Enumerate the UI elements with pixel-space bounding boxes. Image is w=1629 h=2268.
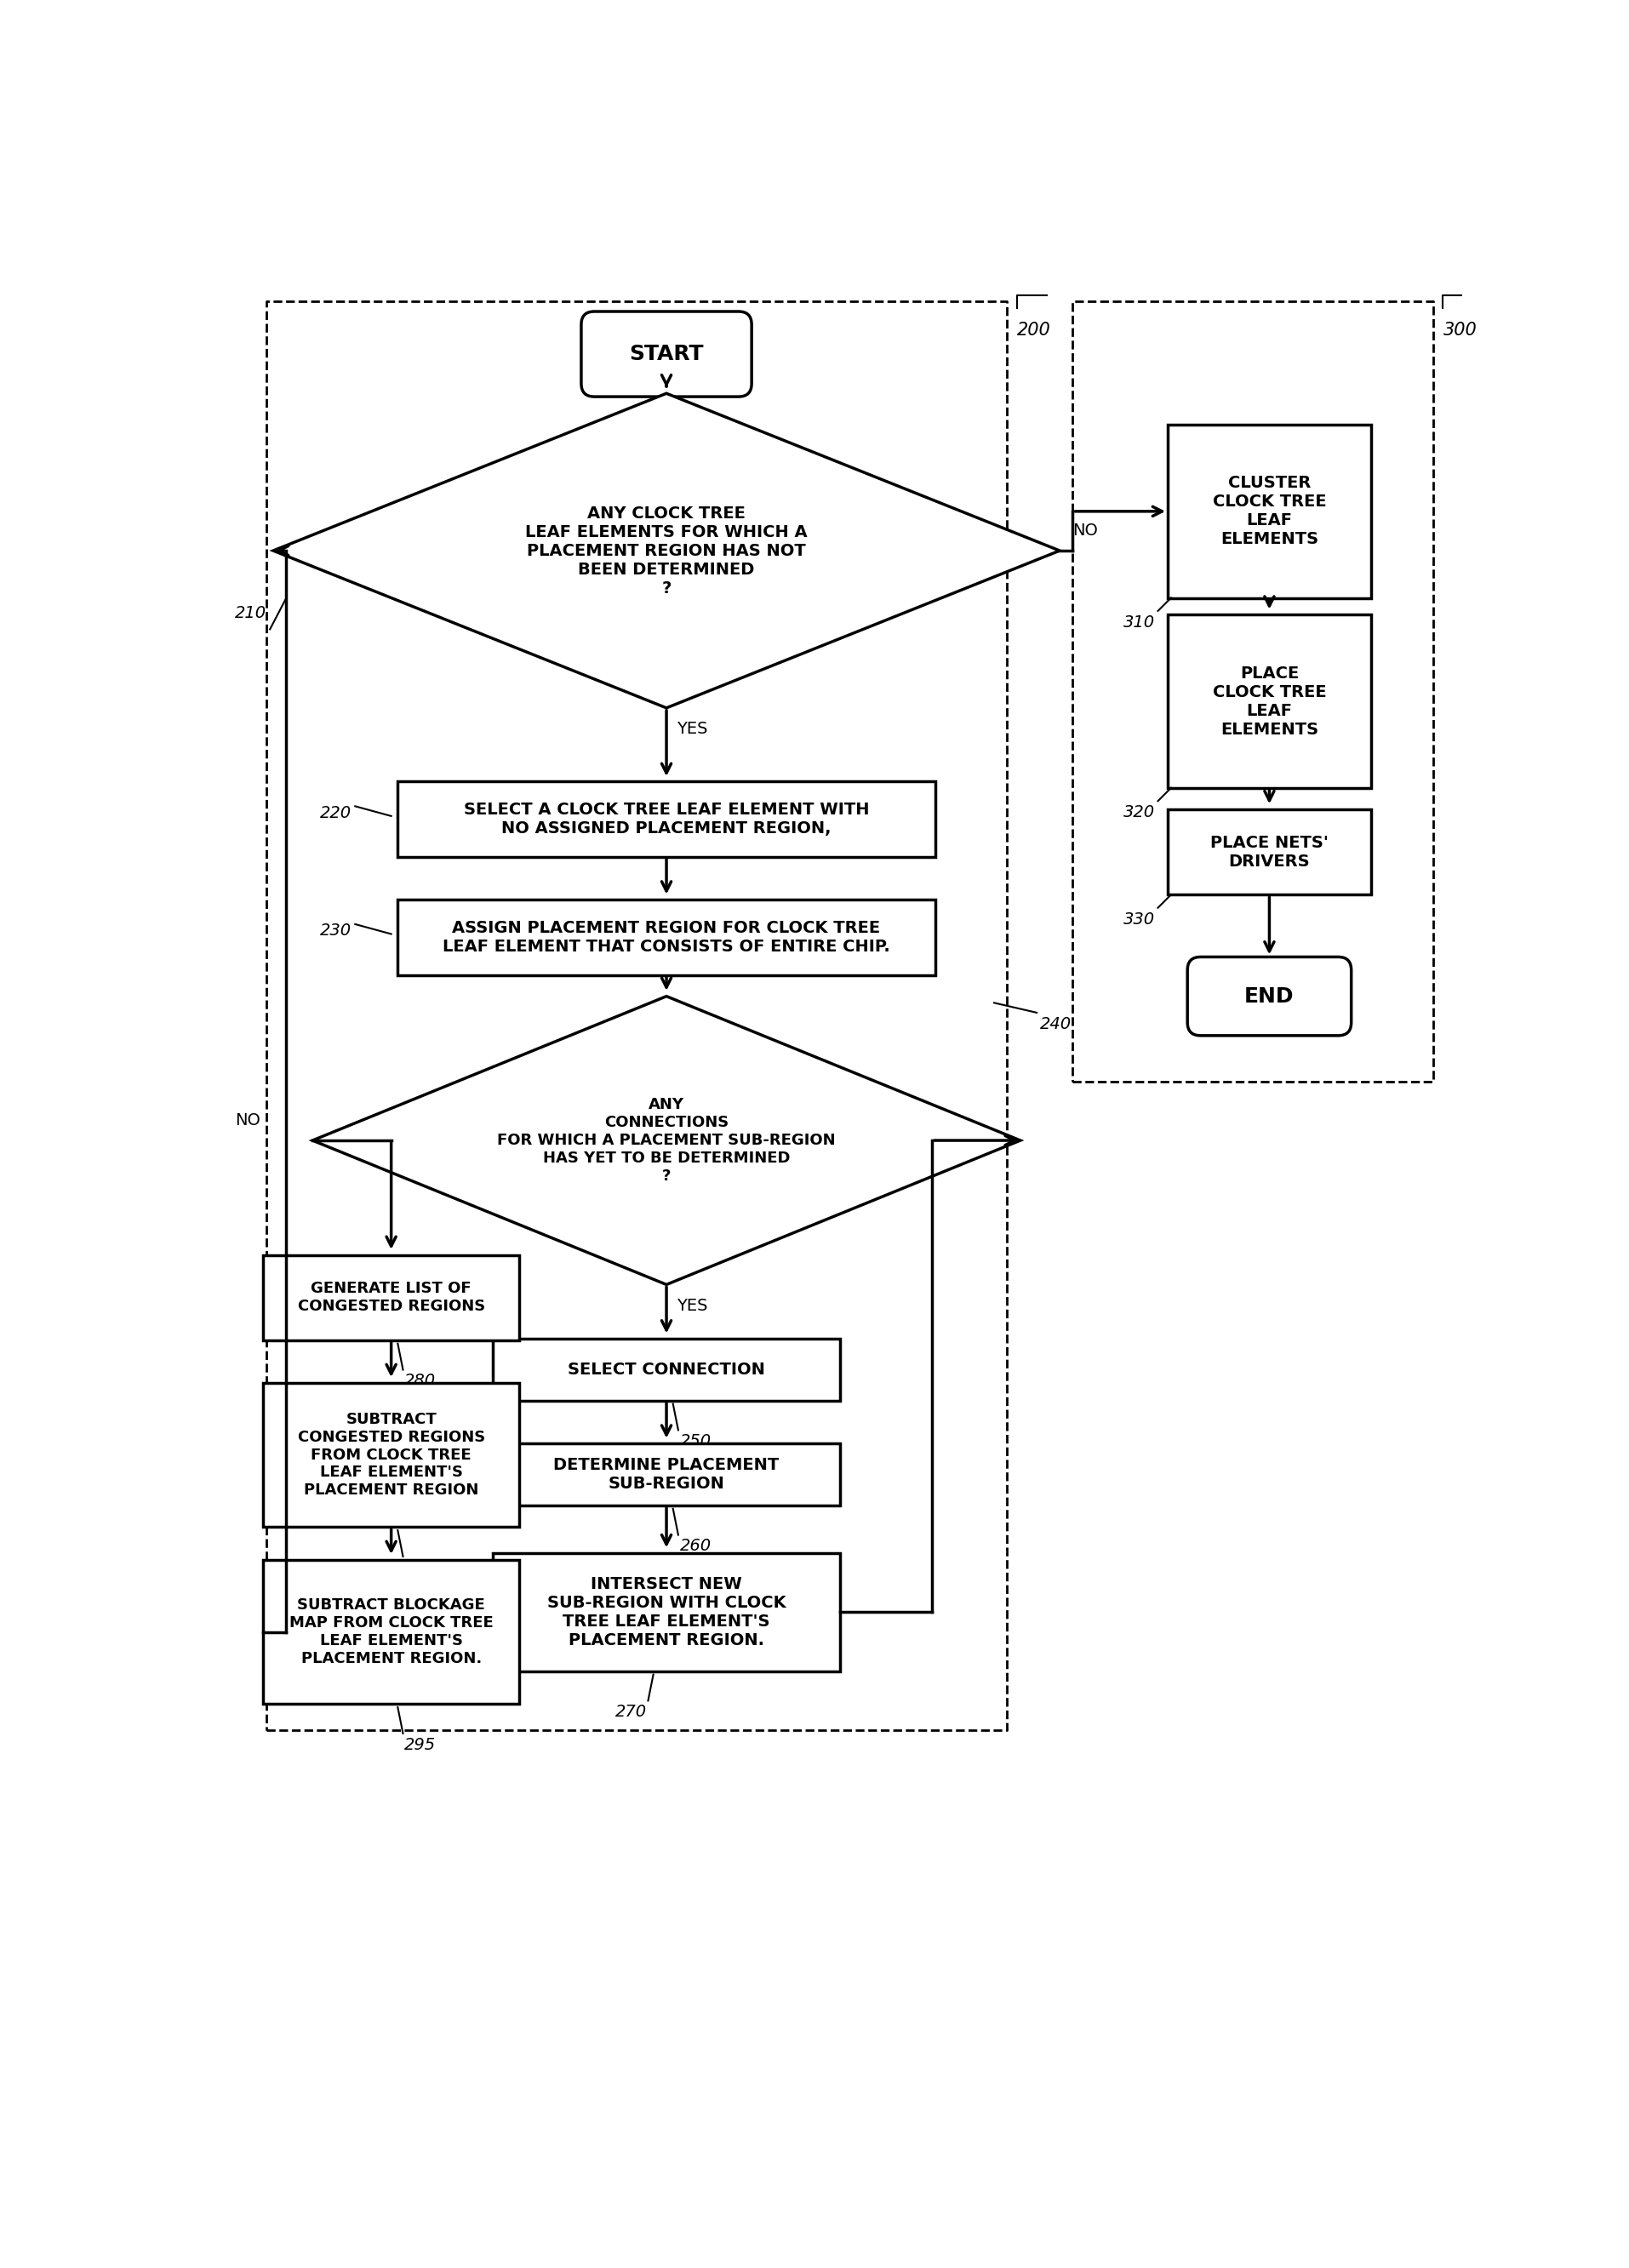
Text: 290: 290 bbox=[404, 1560, 437, 1576]
Text: YES: YES bbox=[676, 721, 707, 737]
Polygon shape bbox=[274, 392, 1059, 708]
Text: 310: 310 bbox=[1122, 615, 1155, 631]
Bar bbox=[1168, 615, 1372, 789]
Text: 295: 295 bbox=[404, 1737, 437, 1753]
Bar bbox=[1168, 810, 1372, 894]
Text: YES: YES bbox=[676, 1297, 707, 1313]
Bar bbox=[492, 1554, 841, 1672]
Text: ANY
CONNECTIONS
FOR WHICH A PLACEMENT SUB-REGION
HAS YET TO BE DETERMINED
?: ANY CONNECTIONS FOR WHICH A PLACEMENT SU… bbox=[497, 1098, 836, 1184]
Text: 210: 210 bbox=[235, 606, 267, 621]
Text: NO: NO bbox=[235, 1114, 261, 1129]
Text: SELECT CONNECTION: SELECT CONNECTION bbox=[569, 1361, 766, 1379]
Bar bbox=[492, 1338, 841, 1402]
Text: SELECT A CLOCK TREE LEAF ELEMENT WITH
NO ASSIGNED PLACEMENT REGION,: SELECT A CLOCK TREE LEAF ELEMENT WITH NO… bbox=[464, 803, 870, 837]
Polygon shape bbox=[313, 996, 1020, 1284]
Text: 200: 200 bbox=[1016, 322, 1051, 338]
Text: 260: 260 bbox=[679, 1538, 712, 1554]
Text: 300: 300 bbox=[1443, 322, 1478, 338]
Text: START: START bbox=[629, 345, 704, 365]
Text: PLACE
CLOCK TREE
LEAF
ELEMENTS: PLACE CLOCK TREE LEAF ELEMENTS bbox=[1212, 665, 1326, 737]
Text: CLUSTER
CLOCK TREE
LEAF
ELEMENTS: CLUSTER CLOCK TREE LEAF ELEMENTS bbox=[1212, 476, 1326, 547]
Bar bbox=[264, 1254, 520, 1340]
FancyBboxPatch shape bbox=[1188, 957, 1352, 1036]
Text: 280: 280 bbox=[404, 1372, 437, 1390]
Bar bbox=[264, 1383, 520, 1526]
Text: ASSIGN PLACEMENT REGION FOR CLOCK TREE
LEAF ELEMENT THAT CONSISTS OF ENTIRE CHIP: ASSIGN PLACEMENT REGION FOR CLOCK TREE L… bbox=[443, 921, 889, 955]
Bar bbox=[264, 1560, 520, 1703]
Text: 320: 320 bbox=[1122, 805, 1155, 821]
Text: NO: NO bbox=[1074, 524, 1098, 540]
Text: INTERSECT NEW
SUB-REGION WITH CLOCK
TREE LEAF ELEMENT'S
PLACEMENT REGION.: INTERSECT NEW SUB-REGION WITH CLOCK TREE… bbox=[547, 1576, 785, 1649]
Text: SUBTRACT BLOCKAGE
MAP FROM CLOCK TREE
LEAF ELEMENT'S
PLACEMENT REGION.: SUBTRACT BLOCKAGE MAP FROM CLOCK TREE LE… bbox=[290, 1597, 494, 1667]
Bar bbox=[1168, 424, 1372, 599]
Text: 250: 250 bbox=[679, 1433, 712, 1449]
Bar bbox=[397, 900, 935, 975]
Text: 220: 220 bbox=[321, 805, 352, 821]
Text: PLACE NETS'
DRIVERS: PLACE NETS' DRIVERS bbox=[1210, 835, 1329, 869]
Text: DETERMINE PLACEMENT
SUB-REGION: DETERMINE PLACEMENT SUB-REGION bbox=[554, 1456, 779, 1492]
Text: SUBTRACT
CONGESTED REGIONS
FROM CLOCK TREE
LEAF ELEMENT'S
PLACEMENT REGION: SUBTRACT CONGESTED REGIONS FROM CLOCK TR… bbox=[298, 1413, 485, 1499]
Text: 230: 230 bbox=[321, 923, 352, 939]
Text: 240: 240 bbox=[1039, 1016, 1072, 1032]
Text: 330: 330 bbox=[1122, 912, 1155, 928]
Text: ANY CLOCK TREE
LEAF ELEMENTS FOR WHICH A
PLACEMENT REGION HAS NOT
BEEN DETERMINE: ANY CLOCK TREE LEAF ELEMENTS FOR WHICH A… bbox=[525, 506, 808, 596]
Text: GENERATE LIST OF
CONGESTED REGIONS: GENERATE LIST OF CONGESTED REGIONS bbox=[298, 1281, 485, 1313]
FancyBboxPatch shape bbox=[582, 311, 751, 397]
Bar bbox=[492, 1442, 841, 1506]
Bar bbox=[397, 782, 935, 857]
Text: END: END bbox=[1245, 987, 1295, 1007]
Text: 270: 270 bbox=[616, 1703, 647, 1719]
